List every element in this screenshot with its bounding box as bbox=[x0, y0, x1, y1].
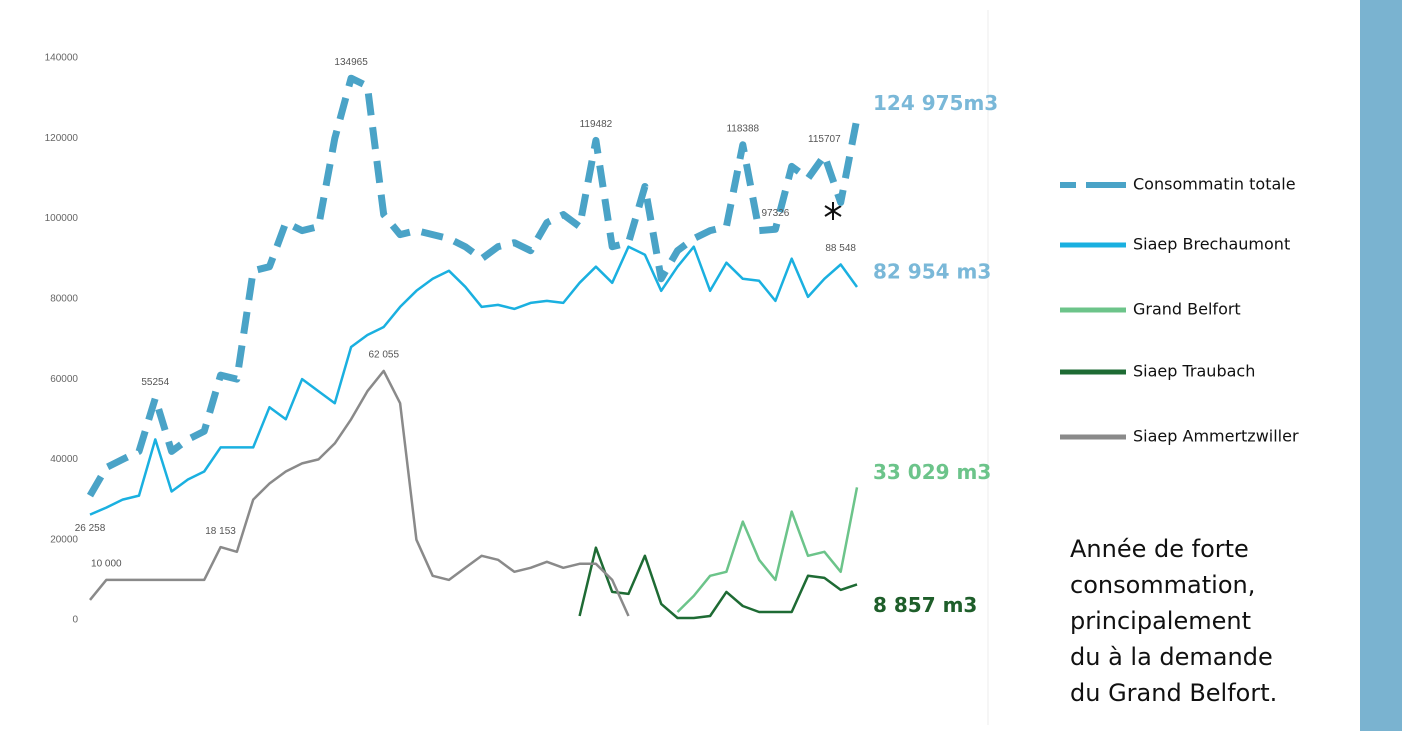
note-line: consommation, bbox=[1070, 571, 1255, 599]
note-line: du à la demande bbox=[1070, 643, 1273, 671]
end-label: 124 975m3 bbox=[873, 91, 998, 115]
y-tick-label: 80000 bbox=[50, 293, 78, 304]
legend-label: Siaep Ammertzwiller bbox=[1133, 427, 1299, 446]
data-label: 62 055 bbox=[368, 350, 399, 361]
series-line bbox=[676, 487, 859, 613]
legend-label: Grand Belfort bbox=[1133, 300, 1241, 319]
series-line bbox=[578, 546, 858, 620]
y-tick-label: 140000 bbox=[45, 53, 79, 64]
end-label: 8 857 m3 bbox=[873, 593, 977, 617]
data-label: 18 153 bbox=[205, 526, 236, 537]
data-label: 118388 bbox=[726, 123, 759, 134]
y-tick-label: 20000 bbox=[50, 534, 78, 545]
legend-label: Siaep Brechaumont bbox=[1133, 235, 1290, 254]
series-line bbox=[89, 245, 859, 516]
y-tick-label: 120000 bbox=[45, 133, 79, 144]
end-label: 33 029 m3 bbox=[873, 460, 991, 484]
y-tick-label: 40000 bbox=[50, 454, 78, 465]
data-label: 26 258 bbox=[75, 523, 106, 534]
note-line: principalement bbox=[1070, 607, 1251, 635]
data-label: 55254 bbox=[141, 377, 169, 388]
series-line bbox=[86, 74, 861, 498]
data-label: 119482 bbox=[580, 119, 613, 130]
note-line: Année de forte bbox=[1070, 535, 1249, 563]
series-line bbox=[89, 369, 630, 617]
legend-label: Siaep Traubach bbox=[1133, 362, 1255, 381]
y-tick-label: 60000 bbox=[50, 374, 78, 385]
side-band bbox=[1360, 0, 1402, 731]
data-label: 134965 bbox=[334, 57, 368, 68]
star-stroke bbox=[824, 205, 842, 217]
y-tick-label: 0 bbox=[72, 615, 78, 626]
y-tick-label: 100000 bbox=[45, 213, 79, 224]
marker-star bbox=[824, 202, 842, 220]
data-label: 88 548 bbox=[825, 243, 856, 254]
data-label: 10 000 bbox=[91, 558, 122, 569]
data-label: 115707 bbox=[808, 134, 841, 145]
data-label: 97326 bbox=[761, 208, 789, 219]
end-label: 82 954 m3 bbox=[873, 259, 991, 283]
note-line: du Grand Belfort. bbox=[1070, 679, 1277, 707]
legend-label: Consommatin totale bbox=[1133, 175, 1296, 194]
